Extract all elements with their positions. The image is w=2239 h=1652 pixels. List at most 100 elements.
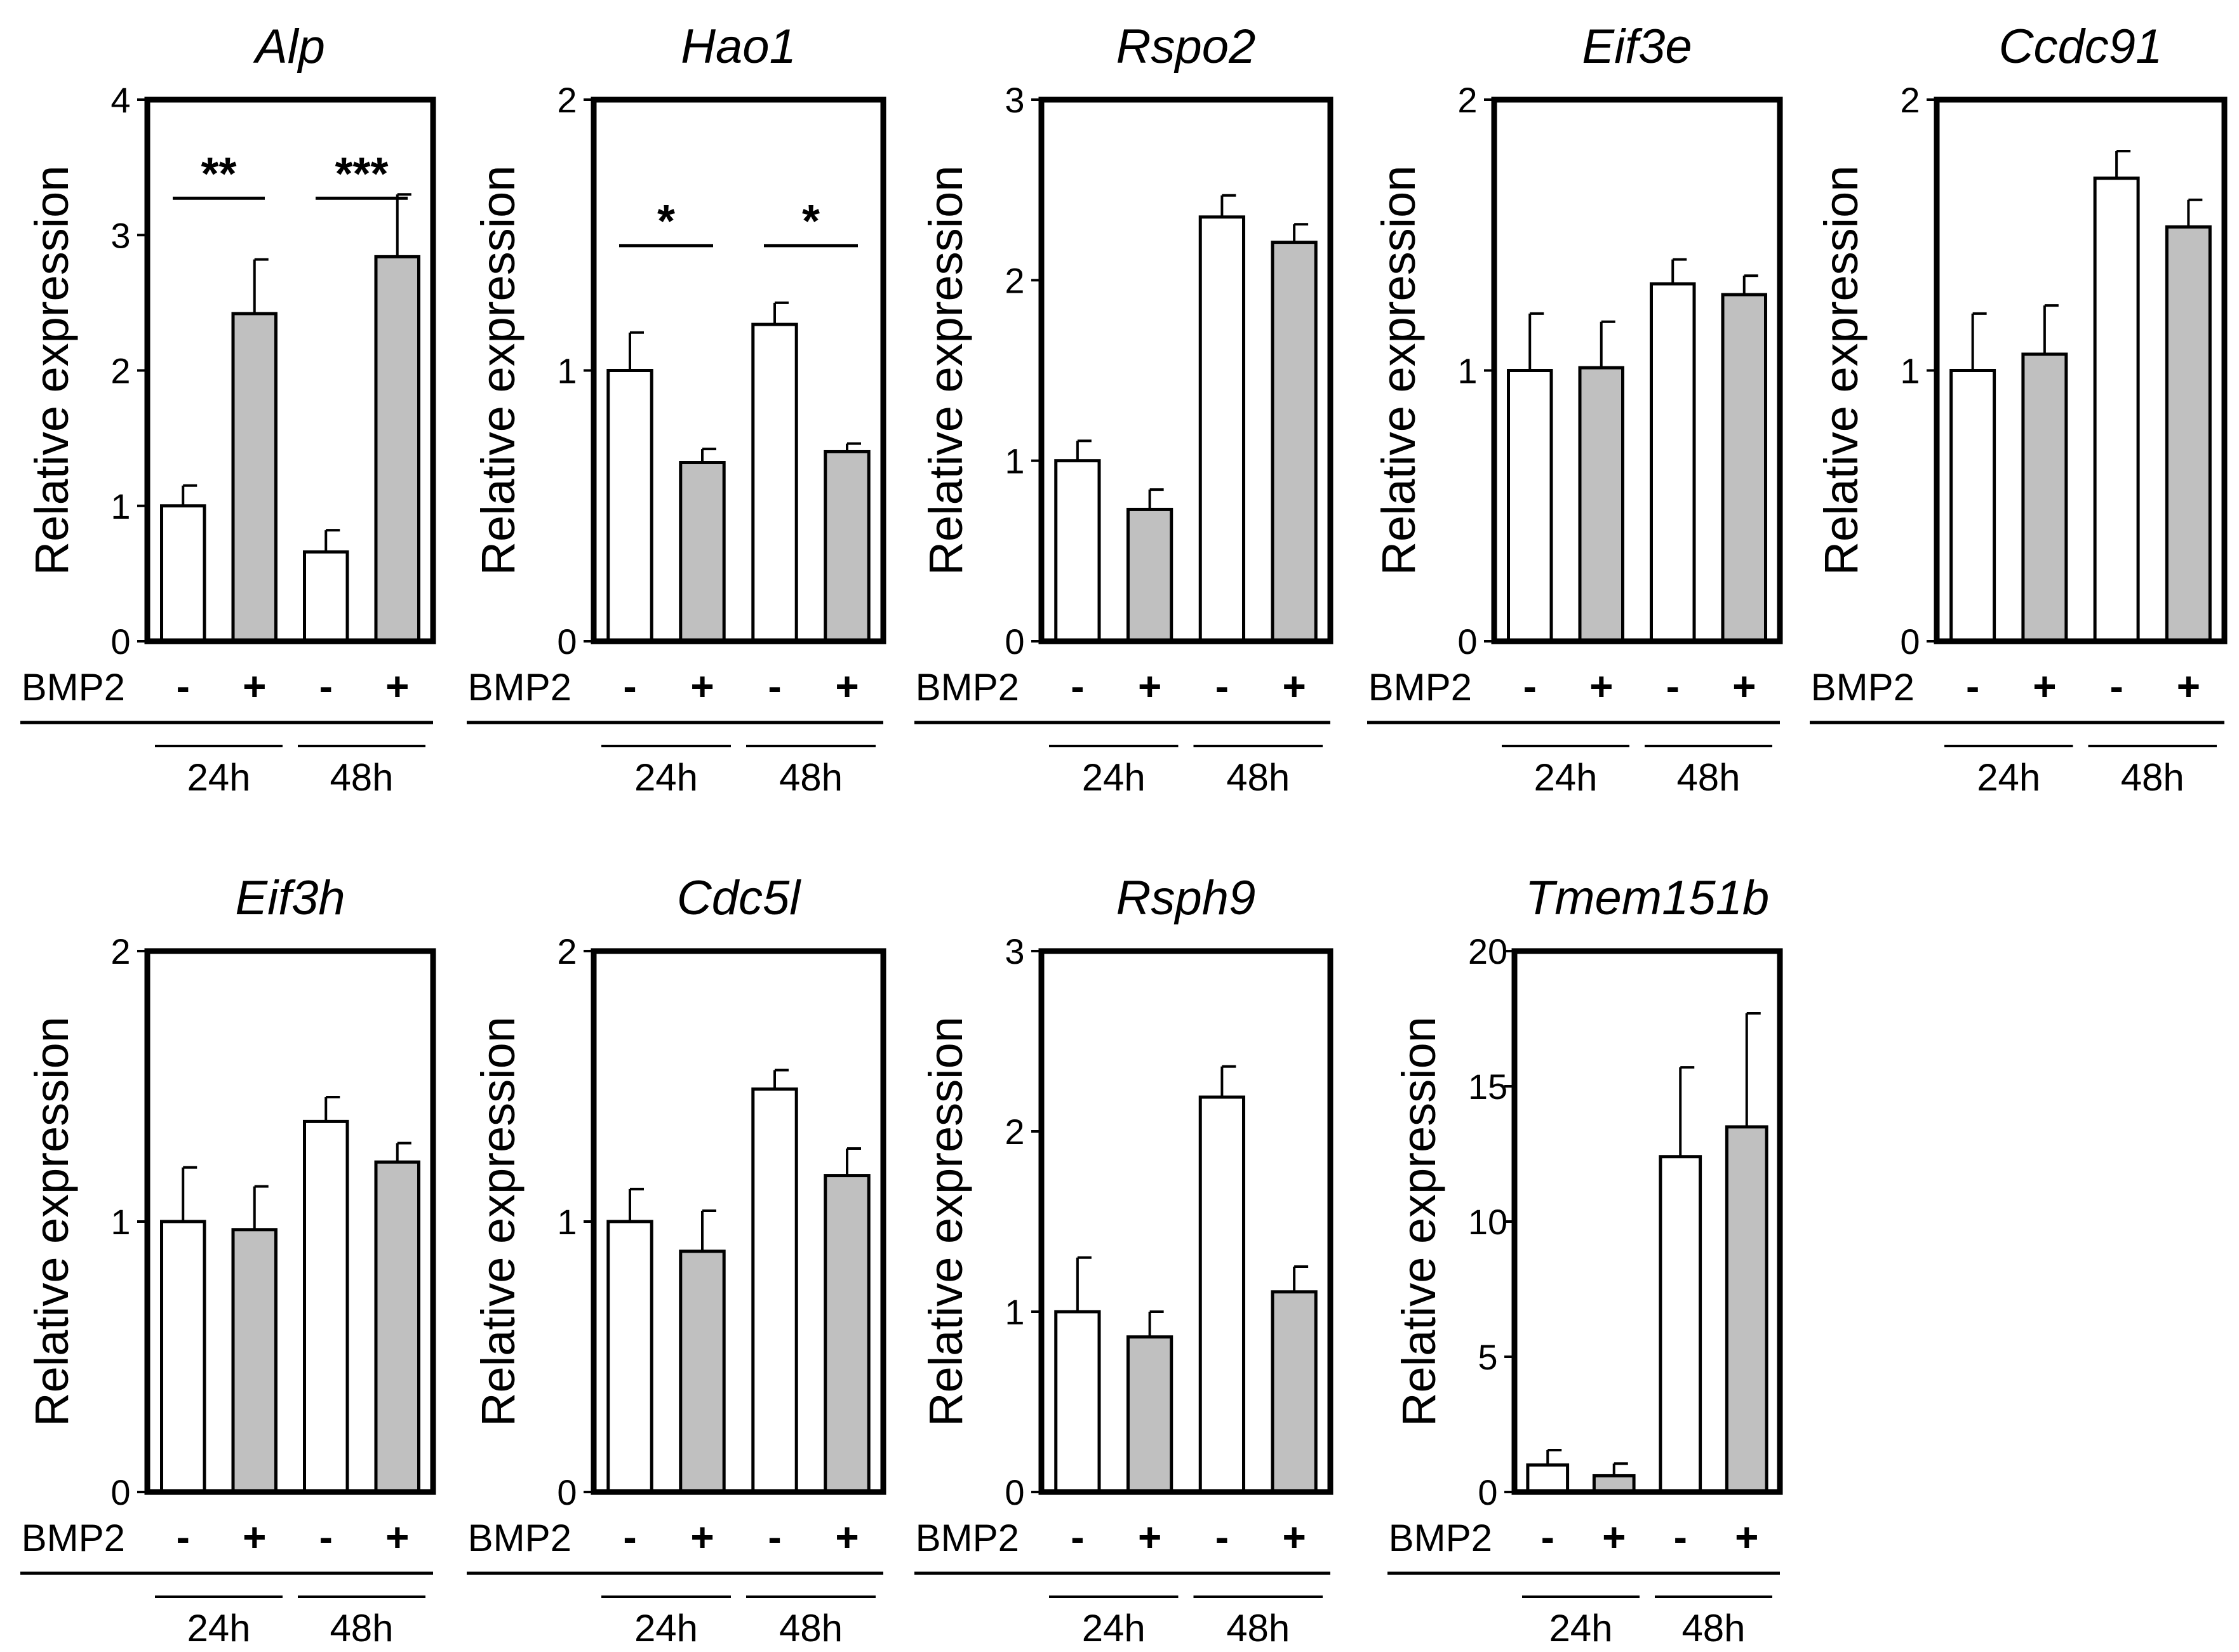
chart-title: Ccdc91 (1999, 20, 2163, 74)
timepoint-label: 48h (1226, 756, 1290, 799)
y-axis-label: Relative expression (919, 166, 972, 576)
y-tick-label: 2 (557, 80, 577, 120)
y-tick-label: 0 (110, 1472, 130, 1512)
y-axis-label: Relative expression (1815, 166, 1868, 576)
y-axis-label: Relative expression (472, 166, 525, 576)
condition-label: BMP2 (22, 1517, 125, 1559)
bar (1578, 366, 1624, 643)
treatment-sign: - (319, 663, 333, 709)
chart-title: Eif3h (235, 871, 345, 925)
bar (1721, 293, 1767, 643)
bar (606, 369, 653, 643)
y-tick-label: 0 (1457, 622, 1477, 662)
treatment-sign: + (1732, 663, 1756, 709)
chart-panel-alp: Alp 0 1 2 3 4 Relative expression BMP2 - + - +24h 48… (20, 20, 436, 799)
y-tick-label: 0 (1478, 1472, 1497, 1512)
bar (1949, 369, 1996, 643)
condition-label: BMP2 (468, 1517, 571, 1559)
chart-panel-eif3e: Eif3e 0 1 2 Relative expression BMP2 - + - +24h 48… (1367, 20, 1783, 799)
treatment-sign: - (768, 663, 781, 709)
y-tick-label: 2 (110, 931, 130, 971)
treatment-sign: + (835, 663, 859, 709)
condition-label: BMP2 (916, 666, 1019, 709)
timepoint-label: 24h (634, 1607, 698, 1649)
bar (824, 1174, 871, 1494)
treatment-sign: + (1138, 663, 1161, 709)
treatment-sign: - (1966, 663, 1979, 709)
treatment-sign: - (1215, 663, 1229, 709)
bar (303, 1119, 349, 1494)
bar (374, 255, 420, 643)
chart-panel-ccdc91: Ccdc91 0 1 2 Relative expression BMP2 - + - +24h 4… (1810, 20, 2228, 799)
treatment-sign: - (623, 1514, 636, 1560)
treatment-sign: + (690, 1514, 714, 1560)
treatment-sign: - (1071, 663, 1084, 709)
bar (231, 312, 277, 643)
timepoint-label: 48h (2121, 756, 2184, 799)
y-tick-label: 3 (1005, 80, 1024, 120)
treatment-sign: - (2109, 663, 2123, 709)
timepoint-label: 48h (330, 756, 393, 799)
bar (160, 1220, 206, 1494)
treatment-sign: + (1602, 1514, 1626, 1560)
timepoint-label: 24h (1977, 756, 2040, 799)
treatment-sign: - (623, 663, 636, 709)
timepoint-label: 24h (1549, 1607, 1612, 1649)
chart-title: Cdc5l (677, 871, 801, 925)
y-tick-label: 0 (1005, 622, 1024, 662)
bar (751, 1087, 798, 1494)
y-tick-label: 10 (1468, 1202, 1507, 1242)
treatment-sign: - (1666, 663, 1680, 709)
y-tick-label: 2 (1005, 1112, 1024, 1152)
bar (1526, 1463, 1570, 1494)
timepoint-label: 48h (330, 1607, 393, 1649)
timepoint-label: 24h (187, 1607, 250, 1649)
bar (231, 1228, 277, 1494)
y-tick-label: 1 (557, 1202, 577, 1242)
condition-label: BMP2 (1811, 666, 1915, 709)
timepoint-label: 24h (634, 756, 698, 799)
bar (1659, 1155, 1702, 1494)
y-tick-label: 1 (110, 486, 130, 526)
y-tick-label: 1 (1457, 351, 1477, 391)
treatment-sign: + (385, 663, 409, 709)
treatment-sign: + (1282, 1514, 1306, 1560)
treatment-sign: + (835, 1514, 859, 1560)
significance-label: * (657, 196, 675, 247)
significance-label: *** (335, 149, 388, 199)
y-axis-label: Relative expression (25, 166, 78, 576)
y-axis-label: Relative expression (1393, 1016, 1445, 1427)
treatment-sign: - (1674, 1514, 1687, 1560)
treatment-sign: + (1589, 663, 1613, 709)
y-tick-label: 0 (1005, 1472, 1024, 1512)
bar (606, 1220, 653, 1494)
chart-panel-eif3h: Eif3h 0 1 2 Relative expression BMP2 - + - +24h 48… (20, 871, 436, 1649)
treatment-sign: + (1735, 1514, 1758, 1560)
treatment-sign: + (243, 663, 266, 709)
y-tick-label: 20 (1468, 931, 1507, 971)
bar (2093, 177, 2140, 643)
bar (1054, 459, 1101, 643)
chart-panel-rsph9: Rsph9 0 1 2 3 Relative expression BMP2 - + - +24h 4… (914, 871, 1333, 1649)
timepoint-label: 24h (1082, 1607, 1146, 1649)
bar (1271, 241, 1318, 643)
chart-panel-rspo2: Rspo2 0 1 2 3 Relative expression BMP2 - + - +24h 4… (914, 20, 1333, 799)
timepoint-label: 48h (1676, 756, 1740, 799)
bar (679, 1249, 726, 1494)
timepoint-label: 48h (779, 1607, 843, 1649)
timepoint-label: 48h (1681, 1607, 1745, 1649)
bar (679, 461, 726, 643)
timepoint-label: 24h (1082, 756, 1146, 799)
y-tick-label: 0 (110, 622, 130, 662)
y-axis-label: Relative expression (472, 1016, 525, 1427)
chart-panel-tmem151b: Tmem151b 0 5 10 15 20 Relative expression BMP2 -… (1387, 871, 1783, 1649)
treatment-sign: + (2177, 663, 2200, 709)
treatment-sign: - (1523, 663, 1537, 709)
treatment-sign: + (2033, 663, 2056, 709)
chart-title: Alp (253, 20, 325, 74)
treatment-sign: - (319, 1514, 333, 1560)
chart-title: Eif3e (1582, 20, 1692, 74)
treatment-sign: + (243, 1514, 266, 1560)
